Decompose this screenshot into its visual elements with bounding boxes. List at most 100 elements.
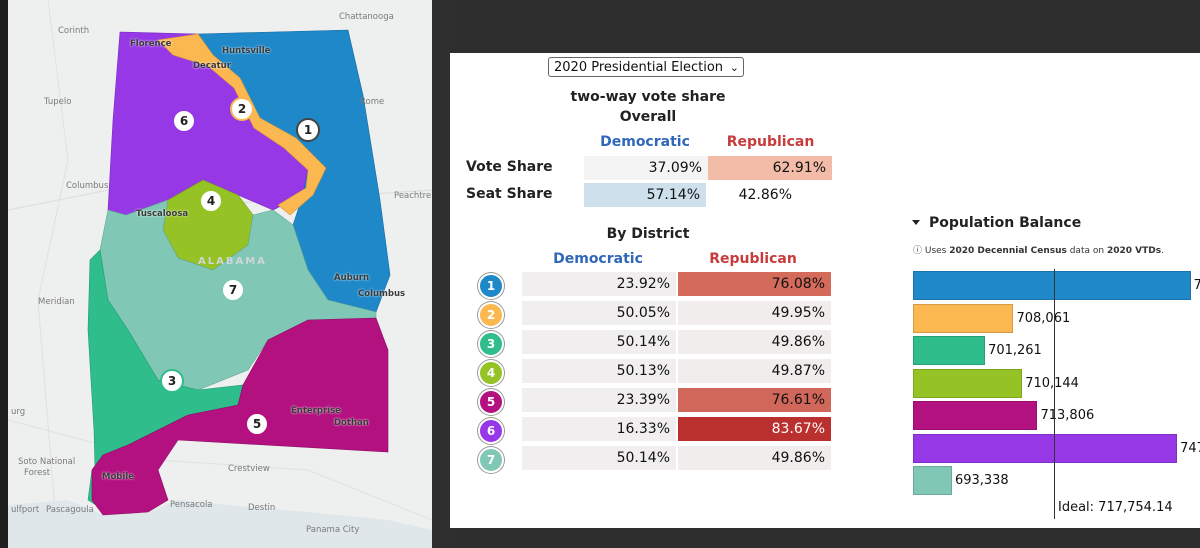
place-label: Chattanooga <box>339 12 394 22</box>
district-7-dem-share: 50.14% <box>522 446 676 470</box>
population-bar-4[interactable] <box>913 368 1023 398</box>
population-value-3: 701,261 <box>988 343 1042 358</box>
district-3-rep-share: 49.86% <box>678 330 831 354</box>
district-badge-7[interactable]: 7 <box>478 447 504 473</box>
map-panel: Chattanooga Corinth Tupelo Rome Columbus… <box>0 0 432 548</box>
place-label: Auburn <box>334 273 370 283</box>
vote-share-rep: 62.91% <box>708 156 832 180</box>
district-marker-3[interactable]: 3 <box>160 369 184 393</box>
district-1-dem-share: 23.92% <box>522 272 676 296</box>
note-suffix: . <box>1161 246 1164 256</box>
population-value-5: 713,806 <box>1040 408 1095 423</box>
place-label: Forest <box>24 468 51 478</box>
bottom-bar <box>450 528 1200 548</box>
overall-rep-header: Republican <box>726 134 815 150</box>
place-label: Crestview <box>228 464 270 474</box>
election-select[interactable]: 2020 Presidential Election ⌄ <box>548 57 744 77</box>
place-label: Florence <box>130 39 172 49</box>
population-bar-3[interactable] <box>913 336 986 365</box>
state-label: ALABAMA <box>198 256 267 267</box>
place-label: ulfport <box>11 505 40 515</box>
seat-share-rep: 42.86% <box>710 183 832 207</box>
note-mid: data on <box>1066 246 1107 256</box>
population-bar-7[interactable] <box>913 466 952 495</box>
stats-sheet: 2020 Presidential Election ⌄ two-way vot… <box>450 53 1200 528</box>
district-6-rep-share: 83.67% <box>678 417 831 441</box>
election-select-value: 2020 Presidential Election <box>554 60 724 75</box>
panel-divider <box>432 0 450 548</box>
vote-share-dem: 37.09% <box>584 156 708 180</box>
by-district-title: By District <box>606 226 690 242</box>
district-badge-3[interactable]: 3 <box>478 331 504 357</box>
subtitle-overall: Overall <box>619 109 677 125</box>
district-4-dem-share: 50.13% <box>522 359 676 383</box>
population-value-7: 693,338 <box>954 473 1009 488</box>
place-label: Enterprise <box>291 406 341 416</box>
place-label: Mobile <box>102 472 134 482</box>
district-5-region <box>91 317 389 516</box>
district-5-rep-share: 76.61% <box>678 388 831 412</box>
chevron-down-icon: ⌄ <box>729 61 739 74</box>
district-map[interactable]: Chattanooga Corinth Tupelo Rome Columbus… <box>8 0 432 548</box>
population-value-4: 710,144 <box>1025 375 1079 391</box>
population-value-2: 708,061 <box>1016 310 1071 326</box>
place-label: Columbus <box>66 181 109 191</box>
district-2-dem-share: 50.05% <box>522 301 676 325</box>
district-marker-5[interactable]: 5 <box>245 412 269 436</box>
subtitle-vote-share: two-way vote share <box>570 89 726 105</box>
district-2-region <box>157 33 327 216</box>
place-label: Decatur <box>193 61 231 71</box>
note-prefix: ⓘ Uses <box>913 246 950 256</box>
collapse-triangle-icon[interactable] <box>912 220 920 225</box>
district-4-rep-share: 49.87% <box>678 359 831 383</box>
district-marker-7[interactable]: 7 <box>221 278 245 302</box>
ideal-line <box>1054 269 1055 519</box>
district-marker-4[interactable]: 4 <box>199 189 223 213</box>
seat-share-dem: 57.14% <box>584 183 706 207</box>
district-6-dem-share: 16.33% <box>522 417 676 441</box>
place-label: Meridian <box>38 297 75 307</box>
district-marker-6[interactable]: 6 <box>172 109 196 133</box>
district-badge-1[interactable]: 1 <box>478 273 504 299</box>
place-label: Panama City <box>306 525 360 535</box>
place-label: Tuscaloosa <box>136 209 189 219</box>
place-label: Dothan <box>334 418 369 428</box>
population-balance-title[interactable]: Population Balance <box>929 215 1082 231</box>
place-label: Corinth <box>58 26 90 36</box>
place-label: Rome <box>360 97 385 107</box>
district-2-rep-share: 49.95% <box>678 301 831 325</box>
note-census: 2020 Decennial Census <box>949 246 1067 256</box>
population-value-1: 750,453 <box>1193 278 1200 293</box>
seat-share-label: Seat Share <box>466 186 553 202</box>
stats-panel: 2020 Presidential Election ⌄ two-way vot… <box>450 0 1200 548</box>
district-badge-2[interactable]: 2 <box>478 302 504 328</box>
population-bar-2[interactable] <box>913 303 1014 333</box>
vote-share-label: Vote Share <box>466 159 553 175</box>
population-bar-6[interactable] <box>913 433 1178 463</box>
district-rep-header: Republican <box>709 251 797 267</box>
population-bar-5[interactable] <box>913 401 1038 430</box>
overall-dem-header: Democratic <box>600 134 690 150</box>
map-canvas[interactable] <box>8 0 432 548</box>
district-marker-2[interactable]: 2 <box>230 97 254 121</box>
district-badge-5[interactable]: 5 <box>478 389 504 415</box>
district-badge-4[interactable]: 4 <box>478 360 504 386</box>
ideal-label: Ideal: 717,754.14 <box>1058 500 1173 515</box>
population-bar-1[interactable] <box>913 271 1191 300</box>
population-value-6: 747,216 <box>1180 440 1200 456</box>
district-marker-1[interactable]: 1 <box>296 118 320 142</box>
place-label: Huntsville <box>222 46 271 56</box>
place-label: Pensacola <box>170 500 213 510</box>
district-dem-header: Democratic <box>553 251 643 267</box>
place-label: urg <box>11 407 26 417</box>
district-5-dem-share: 23.39% <box>522 388 676 412</box>
district-1-rep-share: 76.08% <box>678 272 831 296</box>
population-note: ⓘ Uses 2020 Decennial Census data on 202… <box>913 243 1164 256</box>
place-label: Tupelo <box>44 97 72 107</box>
place-label: Pascagoula <box>46 505 94 515</box>
district-3-dem-share: 50.14% <box>522 330 676 354</box>
note-vtds: 2020 VTDs <box>1106 246 1162 256</box>
district-badge-6[interactable]: 6 <box>478 418 504 444</box>
district-7-rep-share: 49.86% <box>678 446 831 470</box>
place-label: Columbus <box>358 289 406 299</box>
